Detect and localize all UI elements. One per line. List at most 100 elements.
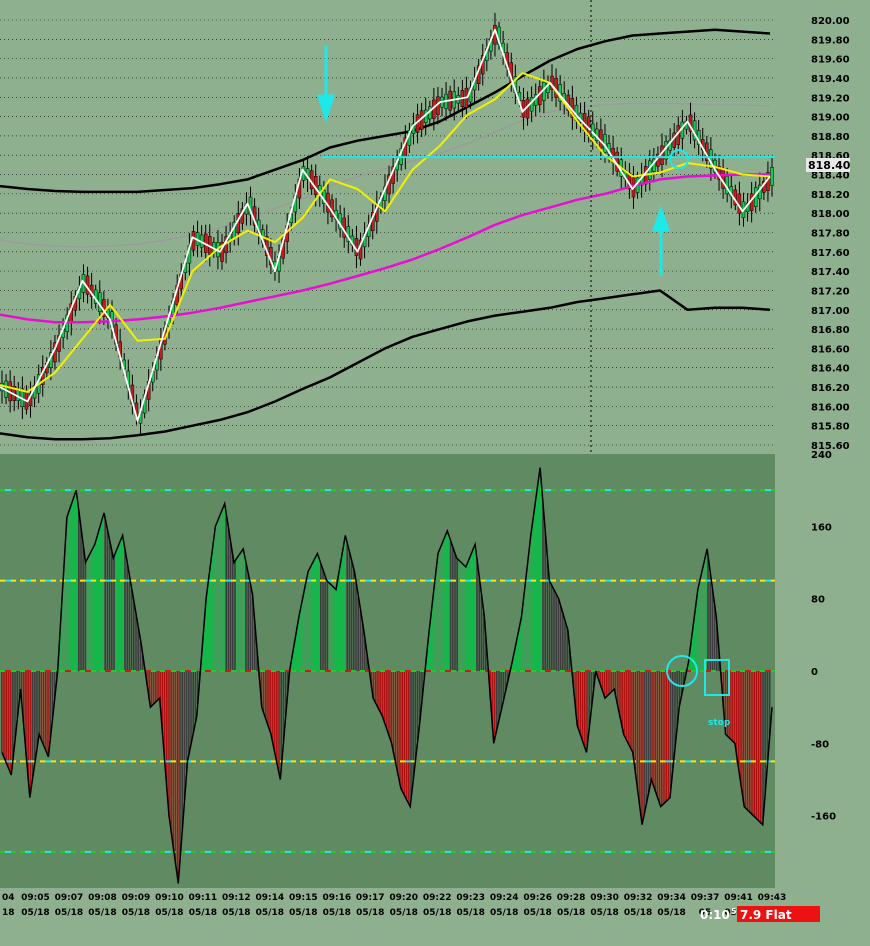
osc-bar [665, 671, 667, 801]
osc-bar [703, 563, 705, 671]
osc-bar [560, 606, 562, 671]
osc-bar [641, 671, 643, 824]
osc-bar [390, 671, 392, 743]
osc-bar [437, 557, 439, 671]
osc-bar [742, 671, 744, 801]
osc-bar [192, 671, 194, 733]
price-tick-label: 819.80 [811, 35, 850, 46]
osc-bar [93, 545, 95, 671]
osc-bar [184, 671, 186, 800]
osc-bar [540, 479, 542, 671]
osc-bar [98, 531, 100, 671]
osc-bar [100, 523, 102, 671]
time-tick-label: 09:37 [691, 893, 720, 903]
osc-bar [269, 671, 271, 732]
osc-bar [621, 671, 623, 729]
price-tick-label: 815.80 [811, 422, 850, 433]
osc-bar [731, 671, 733, 741]
osc-bar [456, 559, 458, 671]
osc-bar [74, 495, 76, 671]
date-tick-label: 05/18 [55, 908, 83, 918]
time-tick-label: 09:22 [423, 893, 452, 903]
osc-bar [155, 671, 157, 702]
osc-bar [173, 671, 175, 849]
price-tick-label: 818.40 [811, 171, 850, 182]
osc-bar [650, 671, 652, 781]
osc-bar [10, 671, 12, 774]
time-tick-label: 09:30 [590, 893, 619, 903]
osc-bar [753, 671, 755, 817]
date-tick-label: 05/18 [657, 908, 685, 918]
osc-bar [124, 551, 126, 671]
time-tick-label: 09:09 [122, 893, 151, 903]
osc-bar [349, 552, 351, 671]
price-tick-label: 816.40 [811, 364, 850, 375]
osc-bar [736, 671, 738, 756]
osc-bar [745, 671, 747, 808]
osc-bar [536, 493, 538, 671]
osc-bar [558, 599, 560, 671]
osc-bar [709, 573, 711, 671]
osc-bar [608, 671, 610, 694]
time-tick-label: 09:08 [88, 893, 117, 903]
time-tick-label: 09:43 [758, 893, 787, 903]
status-area: 0:10 5 7.9 Flat [700, 906, 820, 922]
price-axis: 815.60815.80816.00816.20816.40816.60816.… [811, 16, 850, 452]
osc-bar [758, 671, 760, 821]
osc-bar [756, 671, 758, 819]
price-tick-label: 818.20 [811, 190, 850, 201]
osc-bar [448, 535, 450, 671]
osc-bar [107, 530, 109, 671]
osc-bar [331, 586, 333, 671]
osc-bar [338, 574, 340, 671]
osc-bar [454, 554, 456, 671]
price-tick-label: 819.00 [811, 113, 850, 124]
time-tick-label: 09:20 [389, 893, 418, 903]
osc-bar [564, 621, 566, 671]
osc-bar [41, 671, 43, 740]
osc-bar [533, 509, 535, 671]
osc-bar [87, 558, 89, 671]
osc-bar [382, 671, 384, 717]
osc-bar [610, 671, 612, 692]
osc-bar [104, 519, 106, 671]
osc-bar [635, 671, 637, 774]
osc-bar [470, 555, 472, 671]
time-tick-label: 09:11 [189, 893, 218, 903]
osc-bar [302, 595, 304, 671]
osc-bar [760, 671, 762, 823]
osc-bar [580, 671, 582, 735]
osc-bar [71, 501, 73, 671]
osc-bar [346, 544, 348, 671]
osc-bar [355, 582, 357, 671]
time-tick-label: 09:14 [255, 893, 284, 903]
osc-bar [234, 561, 236, 671]
osc-bar [175, 671, 177, 865]
osc-bar [762, 671, 764, 819]
osc-bar [221, 510, 223, 671]
osc-bar [225, 515, 227, 671]
osc-bar [375, 671, 377, 704]
osc-bar [586, 671, 588, 746]
osc-bar [120, 540, 122, 671]
osc-bar [670, 671, 672, 789]
osc-bar [500, 671, 502, 710]
osc-bar [467, 561, 469, 671]
osc-tick-label: 80 [811, 595, 825, 606]
osc-bar [474, 545, 476, 671]
stop-label: stop [708, 718, 731, 728]
osc-bar [529, 542, 531, 671]
osc-bar [219, 516, 221, 671]
osc-bar [377, 671, 379, 708]
osc-bar [263, 671, 265, 713]
time-tick-label: 09:26 [523, 893, 552, 903]
osc-bar [657, 671, 659, 798]
osc-bar [151, 671, 153, 706]
time-tick-label: 09:34 [657, 893, 686, 903]
osc-bar [113, 556, 115, 671]
time-tick-label: 04 [2, 893, 15, 903]
date-tick-label: 05/18 [457, 908, 485, 918]
date-tick-label: 05/18 [423, 908, 451, 918]
price-tick-label: 819.20 [811, 93, 850, 104]
